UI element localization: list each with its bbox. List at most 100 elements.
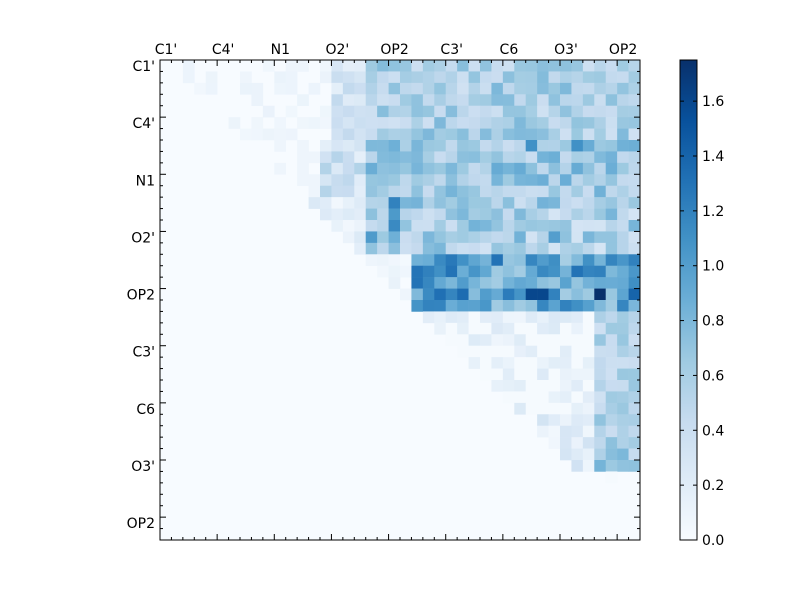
heatmap-cell: [571, 448, 584, 461]
heatmap-cell: [525, 254, 538, 267]
heatmap-cell: [594, 128, 607, 141]
heatmap-cell: [491, 242, 504, 255]
heatmap-cell: [502, 185, 515, 198]
heatmap-cell: [537, 425, 549, 438]
heatmap-cell: [560, 242, 572, 255]
heatmap-cell: [297, 94, 309, 107]
heatmap-cell: [354, 208, 367, 221]
heatmap-cell: [525, 402, 538, 415]
heatmap-cell: [400, 60, 412, 72]
heatmap-cell: [582, 460, 595, 472]
heatmap-cell: [525, 151, 538, 164]
heatmap-cell: [594, 402, 607, 415]
colorbar-tick-label: 1.6: [702, 94, 724, 110]
heatmap-cell: [582, 162, 595, 175]
heatmap-cell: [400, 71, 412, 84]
heatmap-cell: [525, 94, 538, 107]
heatmap-cell: [582, 402, 595, 415]
heatmap-cell: [480, 105, 492, 118]
heatmap-cell: [525, 220, 538, 232]
heatmap-cell: [628, 265, 641, 278]
heatmap-cell: [468, 174, 481, 187]
heatmap-cell: [537, 197, 549, 209]
heatmap-cell: [491, 197, 504, 209]
heatmap-cell: [502, 254, 515, 267]
heatmap-cell: [605, 402, 618, 415]
heatmap-cell: [377, 140, 389, 152]
heatmap-cell: [571, 185, 584, 198]
heatmap-cell: [617, 300, 629, 312]
heatmap-cell: [480, 357, 492, 369]
heatmap-cell: [320, 174, 332, 187]
heatmap-cell: [582, 425, 595, 438]
heatmap-cell: [377, 60, 389, 72]
heatmap-cell: [594, 357, 607, 369]
heatmap-cell: [388, 277, 401, 289]
heatmap-cell: [582, 174, 595, 187]
heatmap-cell: [582, 357, 595, 369]
heatmap-cell: [537, 128, 549, 141]
heatmap-cell: [560, 94, 572, 107]
heatmap-cell: [560, 391, 572, 404]
heatmap-cell: [617, 151, 629, 164]
heatmap-cell: [388, 265, 401, 278]
heatmap-cell: [628, 391, 641, 404]
heatmap-cell: [354, 140, 367, 152]
heatmap-cell: [342, 140, 355, 152]
heatmap-cell: [617, 242, 629, 255]
heatmap-cell: [548, 220, 561, 232]
heatmap-cell: [457, 71, 469, 84]
heatmap-cell: [537, 414, 549, 427]
heatmap-cell: [468, 162, 481, 175]
heatmap-cell: [548, 82, 561, 95]
x-tick-label: C1': [155, 42, 178, 58]
heatmap-cell: [240, 82, 252, 95]
heatmap-cell: [434, 117, 447, 129]
heatmap-cell: [251, 128, 264, 141]
heatmap-cell: [377, 94, 389, 107]
heatmap-cell: [525, 117, 538, 129]
heatmap-cell: [308, 117, 321, 129]
y-tick-label: C4': [132, 116, 155, 132]
heatmap-cell: [537, 300, 549, 312]
heatmap-cell: [422, 288, 435, 301]
heatmap-cell: [422, 71, 435, 84]
heatmap-cell: [457, 197, 469, 209]
heatmap-cell: [354, 242, 367, 255]
heatmap-cell: [434, 242, 447, 255]
heatmap-cell: [560, 300, 572, 312]
heatmap-cell: [457, 322, 469, 335]
heatmap-cell: [582, 277, 595, 289]
heatmap-cell: [514, 368, 527, 381]
heatmap-cell: [411, 231, 424, 244]
heatmap-cell: [594, 414, 607, 427]
heatmap-cell: [525, 185, 538, 198]
heatmap-cell: [422, 311, 435, 324]
heatmap-cell: [571, 277, 584, 289]
heatmap-cell: [377, 82, 389, 95]
heatmap-cell: [605, 162, 618, 175]
heatmap-cell: [457, 105, 469, 118]
heatmap-cell: [571, 300, 584, 312]
heatmap-cell: [628, 300, 641, 312]
heatmap-cell: [411, 71, 424, 84]
heatmap-cell: [502, 277, 515, 289]
heatmap-cell: [480, 231, 492, 244]
heatmap-cell: [377, 231, 389, 244]
heatmap-cell: [422, 185, 435, 198]
heatmap-cell: [571, 82, 584, 95]
heatmap-cell: [537, 231, 549, 244]
x-tick-label: N1: [271, 42, 290, 58]
heatmap-cell: [491, 128, 504, 141]
heatmap-cell: [274, 82, 287, 95]
heatmap-cell: [422, 60, 435, 72]
heatmap-cell: [582, 60, 595, 72]
heatmap-cell: [571, 322, 584, 335]
heatmap-cell: [354, 174, 367, 187]
heatmap-cell: [560, 128, 572, 141]
heatmap-cell: [445, 82, 458, 95]
heatmap-cell: [605, 105, 618, 118]
heatmap-cell: [605, 368, 618, 381]
heatmap-cell: [457, 334, 469, 347]
heatmap-cell: [491, 265, 504, 278]
